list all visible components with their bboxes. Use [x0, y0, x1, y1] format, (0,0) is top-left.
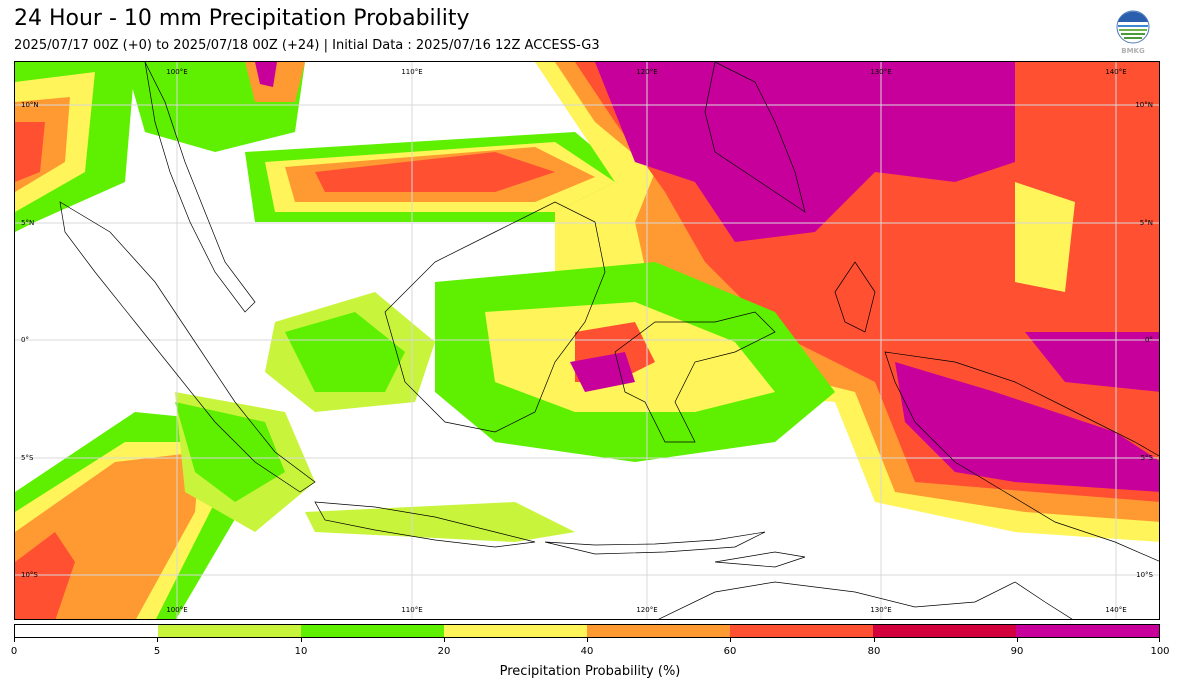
colorbar-tick-label: 80	[867, 646, 881, 657]
colorbar-segment	[873, 625, 1016, 637]
field-band-60	[15, 122, 45, 182]
lon-label-bottom: 130°E	[870, 606, 891, 614]
colorbar-tick	[444, 638, 445, 642]
colorbar-segment	[587, 625, 730, 637]
colorbar-tick	[874, 638, 875, 642]
field-band-90	[895, 362, 1159, 492]
probability-field	[15, 62, 1159, 619]
colorbar-segment	[301, 625, 444, 637]
colorbar-segment	[15, 625, 158, 637]
coastlines	[59, 62, 1159, 619]
field-band-90	[255, 62, 277, 87]
lat-label-left: 10°S	[21, 571, 38, 579]
new-guinea-coast	[884, 351, 1159, 562]
lon-labels-top: 100°E 110°E 120°E 130°E 140°E	[166, 68, 1126, 76]
field-band-90	[570, 352, 635, 392]
lat-label-right: 5°S	[1141, 454, 1154, 462]
colorbar-tick-label: 90	[1010, 646, 1024, 657]
colorbar-tick	[1017, 638, 1018, 642]
sumatra-coast	[59, 201, 316, 493]
lat-labels-right: 10°N 5°N 0° 5°S 10°S	[1135, 101, 1153, 579]
lat-label-left: 0°	[21, 336, 29, 344]
colorbar	[14, 624, 1160, 638]
colorbar-tick	[1159, 638, 1160, 642]
halmahera-coast	[834, 261, 876, 333]
lesser-sunda-coast	[544, 531, 766, 555]
lon-label-top: 140°E	[1105, 68, 1126, 76]
lon-label-top: 100°E	[166, 68, 187, 76]
field-band-60	[315, 152, 555, 192]
lat-label-right: 10°S	[1136, 571, 1153, 579]
lat-label-right: 5°N	[1140, 219, 1153, 227]
colorbar-tick-label: 100	[1150, 646, 1170, 657]
lon-label-top: 130°E	[870, 68, 891, 76]
precipitation-map: 100°E 110°E 120°E 130°E 140°E 100°E 110°…	[14, 61, 1160, 620]
lon-label-bottom: 120°E	[636, 606, 657, 614]
borneo-coast	[384, 201, 606, 433]
colorbar-tick	[157, 638, 158, 642]
malay-peninsula-coast	[144, 62, 256, 313]
lon-labels-bottom: 100°E 110°E 120°E 130°E 140°E	[166, 606, 1126, 614]
australia-coast	[658, 581, 1073, 619]
colorbar-tick-label: 0	[10, 646, 18, 657]
page-title: 24 Hour - 10 mm Precipitation Probabilit…	[14, 6, 470, 31]
colorbar-tick	[301, 638, 302, 642]
bmkg-logo: BMKG	[1116, 10, 1150, 55]
java-coast	[314, 501, 536, 548]
lat-label-left: 5°N	[21, 219, 34, 227]
lat-labels-left: 10°N 5°N 0° 5°S 10°S	[21, 101, 39, 579]
colorbar-tick	[730, 638, 731, 642]
colorbar-tick	[14, 638, 15, 642]
colorbar-segment	[730, 625, 873, 637]
colorbar-tick-label: 5	[153, 646, 161, 657]
colorbar-tick-label: 10	[294, 646, 308, 657]
timor-coast	[714, 551, 806, 568]
lat-label-left: 10°N	[21, 101, 39, 109]
colorbar-tick-label: 60	[723, 646, 737, 657]
philippines-coast	[704, 62, 806, 213]
colorbar-label: Precipitation Probability (%)	[499, 664, 681, 679]
lat-label-right: 10°N	[1135, 101, 1153, 109]
colorbar-ticks: 0 5 10 20 40 60 80 90 100	[10, 638, 1170, 658]
field-band-90	[595, 62, 1015, 242]
lon-label-top: 110°E	[401, 68, 422, 76]
colorbar-tick	[587, 638, 588, 642]
field-band-10	[285, 312, 405, 392]
graticule	[15, 62, 1159, 619]
sulawesi-coast	[614, 311, 776, 443]
page-subtitle: 2025/07/17 00Z (+0) to 2025/07/18 00Z (+…	[14, 38, 600, 53]
lon-label-top: 120°E	[636, 68, 657, 76]
lon-label-bottom: 110°E	[401, 606, 422, 614]
field-band-5	[305, 502, 575, 542]
colorbar-segment	[158, 625, 301, 637]
colorbar-segment	[444, 625, 587, 637]
lat-label-right: 0°	[1145, 336, 1153, 344]
field-band-20	[1015, 182, 1075, 292]
lon-label-bottom: 100°E	[166, 606, 187, 614]
field-band-10	[175, 402, 285, 502]
colorbar-tick-label: 20	[437, 646, 451, 657]
lat-label-left: 5°S	[21, 454, 34, 462]
lon-label-bottom: 140°E	[1105, 606, 1126, 614]
field-band-90	[1025, 332, 1159, 392]
colorbar-segment	[1016, 625, 1159, 637]
logo-text: BMKG	[1121, 47, 1145, 55]
map-canvas: 100°E 110°E 120°E 130°E 140°E 100°E 110°…	[15, 62, 1159, 619]
colorbar-tick-label: 40	[580, 646, 594, 657]
